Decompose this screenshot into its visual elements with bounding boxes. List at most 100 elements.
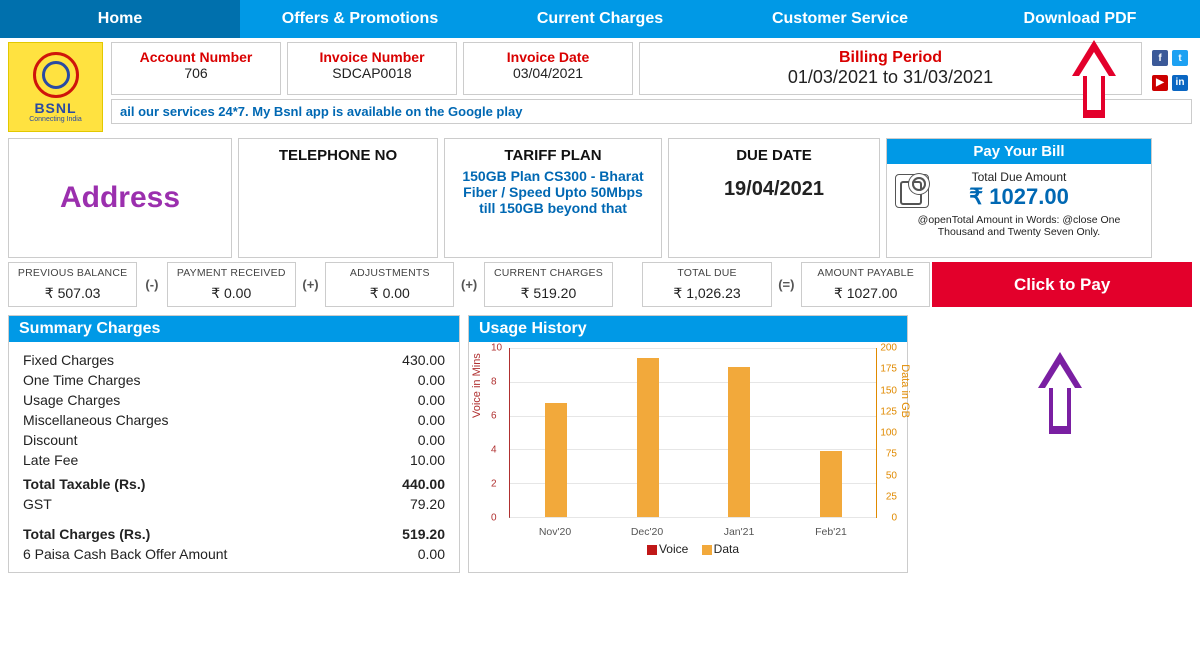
summary-row-label: Late Fee bbox=[23, 452, 78, 468]
invoice-number-label: Invoice Number bbox=[298, 49, 446, 65]
amount-payable-label: AMOUNT PAYABLE bbox=[808, 267, 923, 279]
summary-row-label: 6 Paisa Cash Back Offer Amount bbox=[23, 546, 227, 562]
x-axis-label: Nov'20 bbox=[539, 526, 571, 538]
right-axis-tick: 50 bbox=[886, 470, 897, 481]
logo-tagline: Connecting India bbox=[29, 116, 82, 123]
annotation-arrow-red-inner bbox=[1079, 52, 1109, 76]
op-minus: (-) bbox=[139, 262, 164, 307]
annotation-arrow-purple-inner bbox=[1045, 364, 1075, 388]
address-card: Address bbox=[8, 138, 232, 258]
right-axis-tick: 100 bbox=[880, 428, 897, 439]
total-due-box: TOTAL DUE ₹ 1,026.23 bbox=[642, 262, 771, 307]
payment-received-value: ₹ 0.00 bbox=[174, 285, 289, 302]
tab-current-charges[interactable]: Current Charges bbox=[480, 0, 720, 38]
twitter-icon[interactable]: t bbox=[1172, 50, 1188, 66]
right-axis-line bbox=[876, 348, 877, 518]
ticker-text: ail our services 24*7. My Bsnl app is av… bbox=[111, 99, 1192, 124]
summary-row: Late Fee 10.00 bbox=[23, 450, 445, 470]
adjustments-label: ADJUSTMENTS bbox=[332, 267, 447, 279]
summary-row: Total Taxable (Rs.) 440.00 bbox=[23, 474, 445, 494]
summary-row-label: Fixed Charges bbox=[23, 352, 114, 368]
adjustments-box: ADJUSTMENTS ₹ 0.00 bbox=[325, 262, 454, 307]
legend-data-swatch bbox=[702, 545, 712, 555]
summary-row-value: 0.00 bbox=[418, 372, 445, 388]
amount-payable-box: AMOUNT PAYABLE ₹ 1027.00 bbox=[801, 262, 930, 307]
tariff-heading: TARIFF PLAN bbox=[455, 147, 651, 164]
total-due-strip-value: ₹ 1,026.23 bbox=[649, 285, 764, 302]
current-charges-value: ₹ 519.20 bbox=[491, 285, 606, 302]
summary-charges-panel: Summary Charges Fixed Charges 430.00 One T… bbox=[8, 315, 460, 573]
telephone-heading: TELEPHONE NO bbox=[249, 147, 427, 164]
amount-in-words: @openTotal Amount in Words: @close One T… bbox=[895, 214, 1143, 238]
tariff-plan-text: 150GB Plan CS300 - Bharat Fiber / Speed … bbox=[455, 168, 651, 216]
billing-period-card: Billing Period 01/03/2021 to 31/03/2021 bbox=[639, 42, 1142, 95]
lower-panels: Summary Charges Fixed Charges 430.00 One T… bbox=[0, 307, 1200, 581]
summary-row-label: Total Taxable (Rs.) bbox=[23, 476, 145, 492]
billing-period-label: Billing Period bbox=[650, 49, 1131, 67]
tab-home[interactable]: Home bbox=[0, 0, 240, 38]
header-row: BSNL Connecting India Account Number 706… bbox=[0, 38, 1200, 132]
summary-row-value: 0.00 bbox=[418, 392, 445, 408]
linkedin-icon[interactable]: in bbox=[1172, 75, 1188, 91]
previous-balance-label: PREVIOUS BALANCE bbox=[15, 267, 130, 279]
chart-bar bbox=[820, 451, 842, 517]
telephone-card: TELEPHONE NO bbox=[238, 138, 438, 258]
summary-row-label: GST bbox=[23, 496, 52, 512]
mobile-pay-icon bbox=[895, 174, 929, 208]
right-axis-tick: 200 bbox=[880, 343, 897, 354]
invoice-date-card: Invoice Date 03/04/2021 bbox=[463, 42, 633, 95]
summary-row-value: 10.00 bbox=[410, 452, 445, 468]
summary-charges-head: Summary Charges bbox=[9, 316, 459, 342]
summary-row: 6 Paisa Cash Back Offer Amount0.00 bbox=[23, 544, 445, 564]
invoice-number-card: Invoice Number SDCAP0018 bbox=[287, 42, 457, 95]
summary-row-label: One Time Charges bbox=[23, 372, 141, 388]
legend-voice-label: Voice bbox=[659, 542, 688, 556]
summary-row-value: 440.00 bbox=[402, 476, 445, 492]
right-axis-tick: 125 bbox=[880, 406, 897, 417]
chart-legend: Voice Data bbox=[469, 542, 907, 562]
tariff-card: TARIFF PLAN 150GB Plan CS300 - Bharat Fi… bbox=[444, 138, 662, 258]
op-plus-2: (+) bbox=[456, 262, 481, 307]
legend-voice-swatch bbox=[647, 545, 657, 555]
current-charges-label: CURRENT CHARGES bbox=[491, 267, 606, 279]
summary-row-value: 430.00 bbox=[402, 352, 445, 368]
billing-period-value: 01/03/2021 to 31/03/2021 bbox=[650, 67, 1131, 88]
summary-row: GST79.20 bbox=[23, 494, 445, 514]
due-date-value: 19/04/2021 bbox=[679, 178, 869, 201]
summary-row: Miscellaneous Charges0.00 bbox=[23, 410, 445, 430]
invoice-date-value: 03/04/2021 bbox=[474, 65, 622, 81]
total-due-label: Total Due Amount bbox=[895, 170, 1143, 184]
pay-box-head: Pay Your Bill bbox=[887, 139, 1151, 164]
facebook-icon[interactable]: f bbox=[1152, 50, 1168, 66]
x-axis-label: Dec'20 bbox=[631, 526, 663, 538]
usage-history-head: Usage History bbox=[469, 316, 907, 342]
youtube-icon[interactable]: ▶ bbox=[1152, 75, 1168, 91]
usage-history-panel: Usage History Voice in Mins Data in GB 0… bbox=[468, 315, 908, 573]
op-blank bbox=[615, 262, 640, 307]
invoice-number-value: SDCAP0018 bbox=[298, 65, 446, 81]
left-axis-tick: 0 bbox=[491, 513, 497, 524]
current-charges-box: CURRENT CHARGES ₹ 519.20 bbox=[484, 262, 613, 307]
tab-download-pdf[interactable]: Download PDF bbox=[960, 0, 1200, 38]
pay-your-bill-box: Pay Your Bill Total Due Amount ₹ 1027.00… bbox=[886, 138, 1152, 258]
logo-circle-icon bbox=[33, 52, 79, 98]
right-axis-tick: 150 bbox=[880, 385, 897, 396]
click-to-pay-button[interactable]: Click to Pay bbox=[932, 262, 1192, 307]
account-number-card: Account Number 706 bbox=[111, 42, 281, 95]
tab-customer-service[interactable]: Customer Service bbox=[720, 0, 960, 38]
summary-row-value: 519.20 bbox=[402, 526, 445, 542]
summary-row: One Time Charges 0.00 bbox=[23, 370, 445, 390]
due-date-card: DUE DATE 19/04/2021 bbox=[668, 138, 880, 258]
summary-row: Discount0.00 bbox=[23, 430, 445, 450]
total-due-strip-label: TOTAL DUE bbox=[649, 267, 764, 279]
payment-received-label: PAYMENT RECEIVED bbox=[174, 267, 289, 279]
social-icons: f t ▶ in bbox=[1148, 42, 1192, 95]
left-axis-tick: 4 bbox=[491, 445, 497, 456]
summary-row-label: Total Charges (Rs.) bbox=[23, 526, 150, 542]
adjustments-value: ₹ 0.00 bbox=[332, 285, 447, 302]
due-date-heading: DUE DATE bbox=[679, 147, 869, 164]
legend-data-label: Data bbox=[714, 542, 739, 556]
x-axis-label: Feb'21 bbox=[815, 526, 847, 538]
tab-offers[interactable]: Offers & Promotions bbox=[240, 0, 480, 38]
chart-bar bbox=[728, 367, 750, 517]
